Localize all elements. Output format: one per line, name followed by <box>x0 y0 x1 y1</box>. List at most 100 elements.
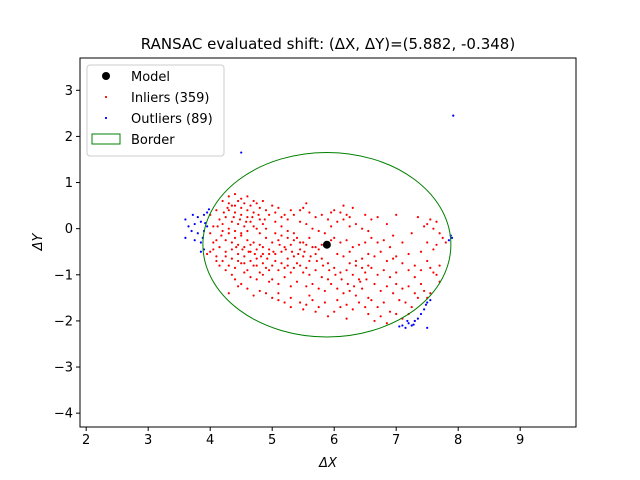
inlier-point <box>255 257 258 260</box>
outlier-point <box>410 324 413 327</box>
inlier-point <box>289 243 292 246</box>
inlier-point <box>277 282 280 286</box>
inlier-point <box>249 275 252 279</box>
inlier-point <box>241 248 244 251</box>
inlier-point <box>352 285 356 288</box>
inlier-point <box>280 262 283 265</box>
inlier-point <box>367 296 370 299</box>
inlier-point <box>221 259 224 263</box>
inlier-point <box>224 269 227 272</box>
inlier-point <box>435 243 438 246</box>
inlier-point <box>230 204 233 207</box>
inlier-point <box>305 222 308 226</box>
outlier-point <box>207 208 211 211</box>
inlier-point <box>289 296 292 299</box>
inlier-point <box>271 204 274 207</box>
inlier-point <box>365 278 368 281</box>
inlier-point <box>249 250 252 253</box>
inlier-point <box>212 225 215 228</box>
inlier-point <box>299 264 302 267</box>
inlier-point <box>326 278 330 281</box>
y-tick-label: 0 <box>65 222 73 237</box>
inlier-point <box>429 266 432 269</box>
inlier-point <box>252 264 255 267</box>
inlier-point <box>261 273 264 276</box>
outlier-point <box>193 222 196 226</box>
inlier-point <box>227 292 230 295</box>
inlier-point <box>370 218 373 221</box>
inlier-point <box>218 264 221 267</box>
inlier-point <box>305 285 308 288</box>
inlier-point <box>230 273 233 276</box>
inlier-point <box>311 299 314 302</box>
outlier-point <box>416 317 419 320</box>
legend-entry-label: Border <box>131 133 175 148</box>
inlier-point <box>280 234 283 237</box>
inlier-point <box>339 241 342 244</box>
inlier-point <box>240 213 243 216</box>
inlier-point <box>351 273 354 276</box>
inlier-point <box>317 248 320 251</box>
inlier-point <box>385 259 388 263</box>
inlier-point <box>413 275 416 279</box>
inlier-point <box>237 285 240 288</box>
inlier-point <box>259 255 263 258</box>
inlier-point <box>295 262 299 265</box>
inlier-point <box>401 262 404 265</box>
inlier-point <box>257 213 260 216</box>
inlier-point <box>367 264 370 267</box>
inlier-point <box>419 282 423 286</box>
inlier-point <box>299 241 302 244</box>
inlier-point <box>292 239 295 242</box>
inlier-point <box>419 250 423 253</box>
inlier-point <box>330 225 333 228</box>
inlier-point <box>345 303 348 306</box>
inlier-point <box>309 255 312 258</box>
inlier-point <box>290 250 294 253</box>
inlier-point <box>432 227 435 230</box>
inlier-point <box>280 250 283 253</box>
inlier-point <box>237 222 240 226</box>
inlier-point <box>230 248 233 251</box>
inlier-point <box>240 262 243 265</box>
inlier-point <box>354 264 357 267</box>
inlier-point <box>224 216 227 219</box>
outlier-point <box>450 236 454 239</box>
inlier-point <box>314 216 317 219</box>
inlier-point <box>426 222 429 226</box>
inlier-point <box>419 269 423 272</box>
outlier-point <box>206 211 209 214</box>
inlier-point <box>246 195 249 198</box>
inlier-point <box>264 227 268 230</box>
inlier-point <box>315 259 318 263</box>
outlier-point <box>193 239 196 242</box>
inlier-point <box>345 269 348 272</box>
inlier-point <box>280 225 283 228</box>
inlier-point <box>243 225 246 228</box>
inlier-point <box>286 257 289 260</box>
inlier-point <box>302 271 305 274</box>
inlier-point <box>370 266 373 269</box>
inlier-point <box>357 278 361 281</box>
inlier-point <box>222 211 225 214</box>
inlier-point <box>286 236 289 239</box>
inlier-point <box>230 220 233 223</box>
inlier-point <box>410 232 413 235</box>
inlier-point <box>246 287 249 290</box>
inlier-point <box>367 229 370 233</box>
inlier-point <box>426 241 429 244</box>
y-tick-label: −2 <box>54 314 73 329</box>
inlier-point <box>423 289 426 293</box>
inlier-point <box>351 246 354 249</box>
inlier-point <box>348 225 351 228</box>
inlier-point <box>252 294 255 297</box>
inlier-point <box>226 206 229 210</box>
inlier-point <box>364 241 367 244</box>
x-tick-label: 9 <box>516 433 524 448</box>
y-tick-label: −4 <box>54 407 73 422</box>
x-tick-label: 7 <box>392 433 400 448</box>
inlier-point <box>258 243 261 246</box>
inlier-point <box>233 204 237 207</box>
inlier-point <box>243 246 246 249</box>
inlier-point <box>438 264 441 267</box>
